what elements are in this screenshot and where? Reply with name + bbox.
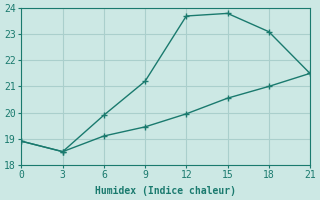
- X-axis label: Humidex (Indice chaleur): Humidex (Indice chaleur): [95, 186, 236, 196]
